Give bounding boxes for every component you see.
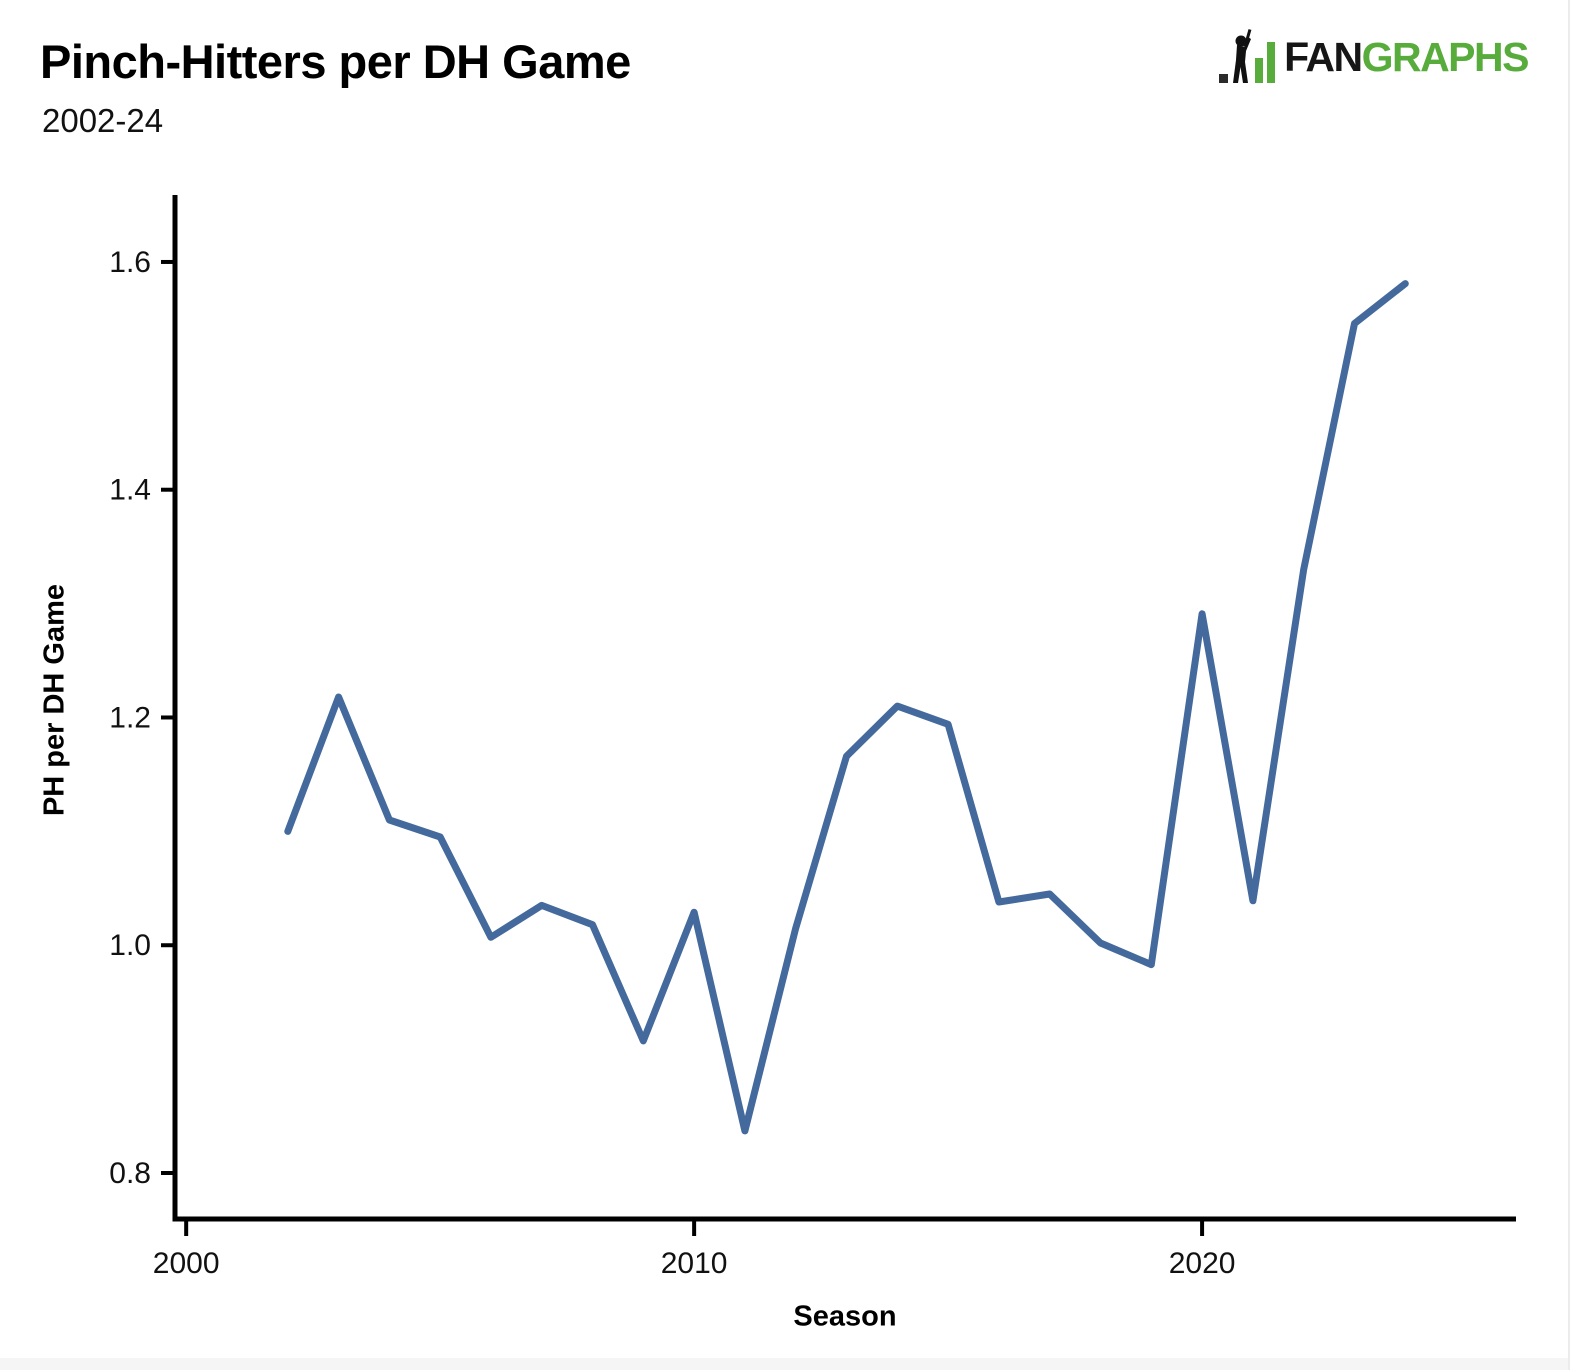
y-tick-label: 0.8 [109, 1157, 151, 1190]
logo-fan-text: FAN [1284, 33, 1363, 80]
y-tick-label: 1.0 [109, 929, 151, 962]
y-tick-label: 1.4 [109, 474, 151, 507]
x-tick-label: 2000 [153, 1247, 220, 1280]
y-axis-label: PH per DH Game [38, 583, 71, 817]
data-line-ph-per-dh-game [284, 280, 1409, 1135]
x-axis-label: Season [793, 1300, 897, 1333]
fangraphs-logo-text: FANGRAPHS [1284, 33, 1530, 81]
logo-graphs-text: GRAPHS [1361, 33, 1530, 80]
y-tick-label: 1.6 [109, 246, 151, 279]
fangraphs-logo: FANGRAPHS [1217, 28, 1530, 86]
fangraphs-batter-icon [1219, 29, 1276, 83]
window-bottom-edge [0, 1358, 1570, 1370]
page-title: Pinch-Hitters per DH Game [40, 35, 631, 88]
y-tick-label: 1.2 [109, 701, 151, 734]
x-tick-label: 2010 [661, 1247, 728, 1280]
x-tick-label: 2020 [1169, 1247, 1236, 1280]
window-right-edge [1568, 0, 1570, 1370]
chart-subtitle: 2002-24 [42, 102, 164, 139]
